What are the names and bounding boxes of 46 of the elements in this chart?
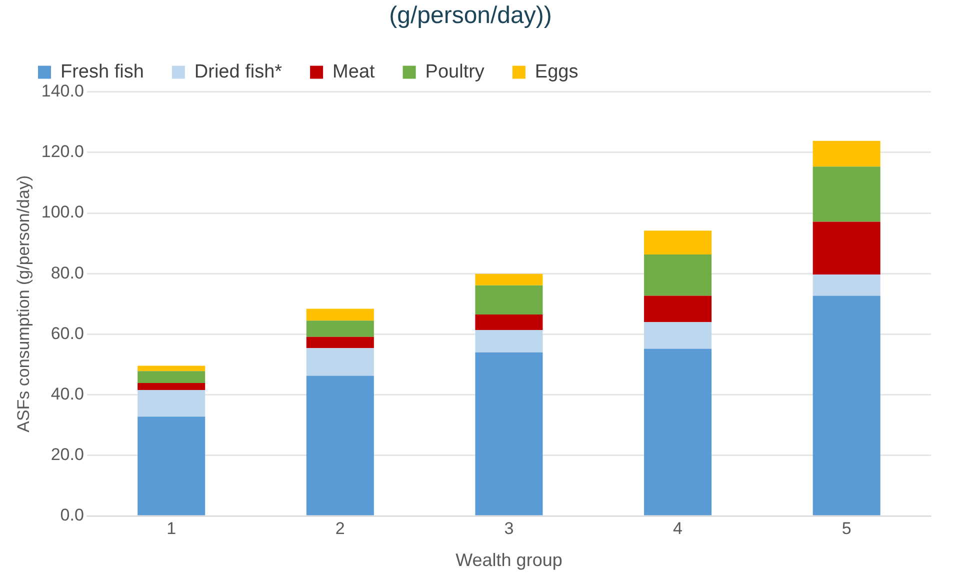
bar: [812, 222, 880, 275]
bar: [138, 416, 206, 516]
bar: [138, 366, 206, 372]
bar: [475, 314, 543, 330]
y-tick-label: 40.0: [50, 384, 84, 404]
y-tick-label: 100.0: [41, 202, 84, 222]
legend-label: Eggs: [534, 62, 578, 83]
bar: [644, 348, 712, 516]
bar: [475, 285, 543, 315]
bar: [812, 166, 880, 222]
bar: [138, 371, 206, 383]
bar: [644, 322, 712, 349]
bar: [812, 296, 880, 516]
chart-title: (g/person/day)): [389, 2, 552, 30]
bar: [306, 308, 374, 321]
y-tick-label: 60.0: [50, 324, 84, 343]
x-axis-title: Wealth group: [456, 550, 562, 570]
bar: [306, 376, 374, 516]
bar: [644, 230, 712, 255]
bar: [475, 352, 543, 516]
bar: [306, 320, 374, 337]
y-tick-label: 120.0: [41, 142, 84, 162]
legend-label: Meat: [332, 62, 376, 83]
bar: [306, 348, 374, 376]
x-tick-label: 2: [335, 518, 345, 538]
x-tick-label: 4: [673, 518, 683, 538]
bar: [138, 382, 206, 390]
bar: [475, 330, 543, 352]
bar: [644, 296, 712, 322]
legend-label: Fresh fish: [60, 62, 144, 83]
bar: [812, 274, 880, 296]
y-tick-label: 0.0: [60, 506, 84, 525]
bar: [812, 140, 880, 167]
legend-label: Dried fish*: [194, 62, 283, 83]
y-tick-label: 140.0: [41, 81, 84, 100]
y-tick-label: 20.0: [50, 445, 84, 464]
bar: [644, 254, 712, 296]
x-tick-label: 1: [166, 518, 176, 538]
legend-label: Poultry: [425, 62, 485, 83]
y-axis-title: ASFs consumption (g/person/day): [14, 175, 33, 432]
bar: [475, 274, 543, 286]
x-tick-label: 5: [842, 518, 852, 538]
bar: [306, 336, 374, 348]
bar: [138, 390, 206, 417]
y-tick-label: 80.0: [50, 263, 84, 282]
x-tick-label: 3: [504, 518, 514, 538]
